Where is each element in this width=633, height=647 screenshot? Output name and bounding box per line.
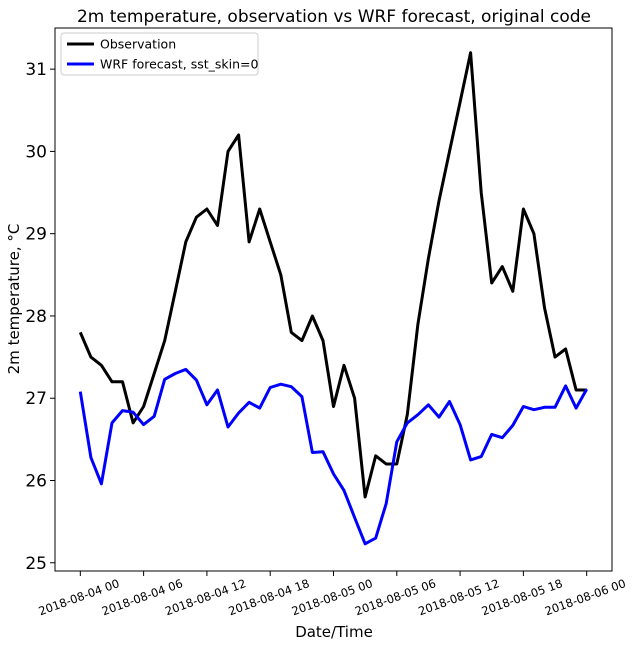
- series-line-wrf-forecast: [78, 367, 589, 546]
- y-tick-label: 26: [25, 472, 47, 492]
- plot-frame: [54, 27, 613, 572]
- y-tick-label: 31: [25, 60, 47, 80]
- legend-label: WRF forecast, sst_skin=0: [100, 57, 259, 72]
- legend-box: [60, 32, 259, 76]
- legend: Observation WRF forecast, sst_skin=0: [60, 32, 259, 76]
- x-axis-label: Date/Time: [295, 623, 373, 641]
- y-tick-label: 25: [25, 554, 47, 574]
- series-line-observation: [78, 51, 587, 499]
- y-tick-label: 27: [25, 389, 47, 409]
- y-tick-label: 30: [25, 142, 47, 162]
- y-tick-label: 29: [25, 225, 47, 245]
- y-tick-label: 28: [25, 307, 47, 327]
- legend-label: Observation: [100, 37, 176, 52]
- y-axis-label: 2m temperature, °C: [5, 224, 23, 375]
- chart-title: 2m temperature, observation vs WRF forec…: [77, 7, 591, 27]
